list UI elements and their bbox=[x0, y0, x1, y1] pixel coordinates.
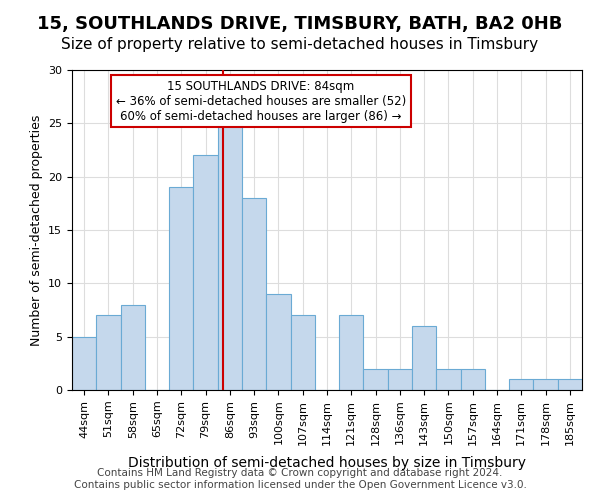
Bar bbox=[242, 198, 266, 390]
Text: 15, SOUTHLANDS DRIVE, TIMSBURY, BATH, BA2 0HB: 15, SOUTHLANDS DRIVE, TIMSBURY, BATH, BA… bbox=[37, 15, 563, 33]
Bar bbox=[533, 380, 558, 390]
Bar bbox=[364, 368, 388, 390]
Bar bbox=[218, 124, 242, 390]
Bar bbox=[412, 326, 436, 390]
Y-axis label: Number of semi-detached properties: Number of semi-detached properties bbox=[29, 114, 43, 346]
Bar bbox=[436, 368, 461, 390]
Bar bbox=[461, 368, 485, 390]
X-axis label: Distribution of semi-detached houses by size in Timsbury: Distribution of semi-detached houses by … bbox=[128, 456, 526, 470]
Text: Contains HM Land Registry data © Crown copyright and database right 2024.
Contai: Contains HM Land Registry data © Crown c… bbox=[74, 468, 526, 490]
Bar bbox=[290, 316, 315, 390]
Bar bbox=[509, 380, 533, 390]
Bar bbox=[193, 156, 218, 390]
Bar bbox=[121, 304, 145, 390]
Bar bbox=[266, 294, 290, 390]
Bar bbox=[72, 336, 96, 390]
Bar bbox=[96, 316, 121, 390]
Bar bbox=[339, 316, 364, 390]
Bar bbox=[169, 188, 193, 390]
Bar bbox=[388, 368, 412, 390]
Text: 15 SOUTHLANDS DRIVE: 84sqm
← 36% of semi-detached houses are smaller (52)
60% of: 15 SOUTHLANDS DRIVE: 84sqm ← 36% of semi… bbox=[116, 80, 406, 122]
Text: Size of property relative to semi-detached houses in Timsbury: Size of property relative to semi-detach… bbox=[61, 38, 539, 52]
Bar bbox=[558, 380, 582, 390]
